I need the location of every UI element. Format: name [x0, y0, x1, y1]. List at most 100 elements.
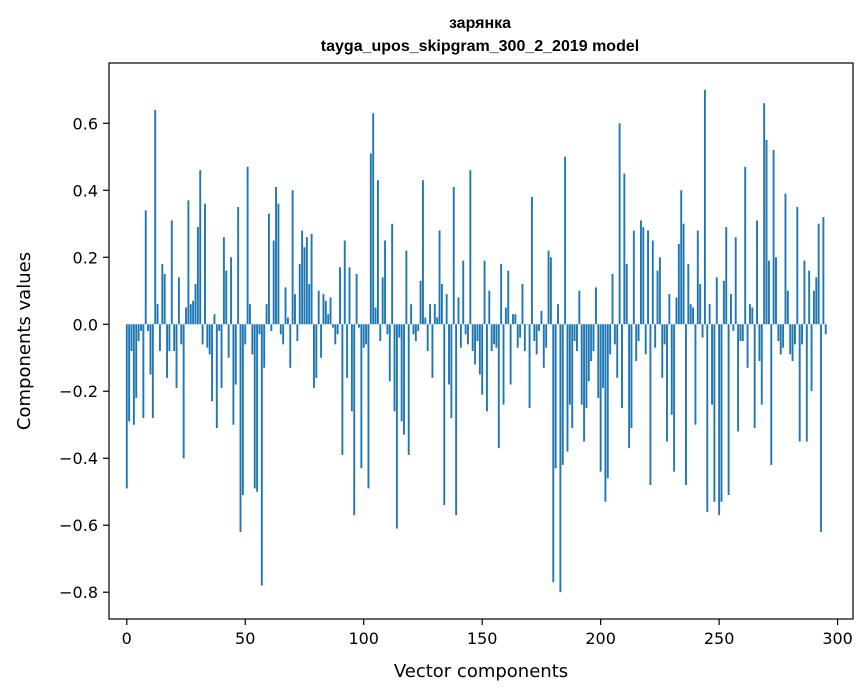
bar-133 — [440, 284, 443, 325]
bar-98 — [358, 324, 360, 328]
bar-182 — [557, 304, 559, 325]
bar-253 — [725, 227, 728, 325]
bar-7 — [142, 324, 145, 419]
bar-132 — [438, 230, 441, 325]
bar-35 — [208, 324, 211, 355]
bar-237 — [687, 263, 690, 325]
bar-138 — [452, 186, 455, 325]
bar-97 — [355, 274, 358, 325]
bar-109 — [384, 240, 386, 325]
bar-14 — [158, 324, 161, 352]
bar-289 — [810, 324, 813, 392]
bar-60 — [267, 213, 270, 325]
bar-51 — [246, 166, 249, 325]
bar-50 — [244, 324, 247, 345]
bar-152 — [485, 324, 488, 412]
bar-119 — [407, 324, 410, 455]
y-tick-label: −0.2 — [59, 382, 98, 401]
x-tick-label: 200 — [585, 629, 616, 648]
bar-223 — [654, 324, 657, 348]
bar-75 — [303, 247, 306, 325]
bar-254 — [727, 324, 730, 496]
bar-134 — [443, 324, 446, 506]
bar-224 — [656, 270, 659, 325]
bar-31 — [199, 170, 202, 325]
bar-136 — [448, 324, 450, 385]
y-axis-label: Components values — [14, 252, 35, 430]
bar-27 — [189, 304, 192, 325]
bar-110 — [386, 324, 389, 335]
bar-192 — [580, 324, 583, 405]
bar-198 — [594, 287, 597, 325]
bar-290 — [812, 290, 815, 325]
bar-257 — [734, 237, 737, 325]
bar-234 — [680, 190, 683, 325]
bar-232 — [675, 297, 678, 325]
bar-37 — [213, 314, 216, 325]
y-tick-label: −0.8 — [59, 583, 98, 602]
bar-228 — [666, 324, 668, 442]
bar-157 — [497, 324, 500, 449]
bar-80 — [315, 324, 318, 378]
bar-153 — [488, 290, 491, 325]
bar-53 — [251, 324, 254, 355]
bar-3 — [132, 324, 135, 425]
bar-94 — [348, 267, 351, 325]
bar-200 — [599, 324, 602, 472]
bar-64 — [277, 203, 280, 325]
bar-281 — [791, 324, 794, 362]
bar-176 — [542, 324, 545, 368]
bar-67 — [284, 287, 287, 325]
bar-156 — [495, 324, 498, 348]
bar-83 — [322, 294, 325, 325]
bar-217 — [639, 220, 642, 325]
bar-252 — [722, 280, 725, 325]
bar-180 — [552, 324, 555, 583]
bar-130 — [433, 304, 436, 325]
bar-103 — [369, 153, 372, 325]
bar-280 — [789, 324, 792, 355]
x-tick-label: 100 — [348, 629, 379, 648]
bar-233 — [677, 243, 680, 325]
bar-86 — [329, 297, 332, 325]
bar-25 — [185, 307, 187, 325]
bar-6 — [140, 324, 142, 331]
bar-137 — [450, 324, 453, 419]
bar-248 — [713, 324, 716, 502]
bar-28 — [192, 300, 195, 325]
bar-215 — [635, 324, 638, 362]
bar-258 — [737, 324, 740, 432]
bar-282 — [794, 324, 796, 345]
bar-219 — [644, 324, 647, 355]
bar-112 — [391, 223, 394, 325]
bar-191 — [578, 290, 581, 325]
bar-68 — [286, 317, 289, 325]
bar-206 — [613, 324, 616, 345]
bar-17 — [166, 324, 168, 378]
bar-216 — [637, 324, 640, 341]
bar-73 — [298, 263, 301, 325]
bar-72 — [296, 324, 299, 341]
bar-286 — [803, 260, 806, 325]
bar-1 — [128, 324, 131, 422]
bar-61 — [270, 324, 273, 331]
bar-65 — [279, 324, 282, 335]
bar-246 — [708, 304, 711, 325]
x-tick-label: 300 — [822, 629, 853, 648]
bar-115 — [398, 324, 401, 338]
bar-32 — [201, 324, 204, 345]
bar-55 — [256, 324, 259, 492]
bar-33 — [204, 203, 206, 325]
bar-38 — [215, 324, 218, 429]
bar-8 — [144, 210, 147, 325]
bar-274 — [775, 257, 777, 325]
bar-245 — [706, 324, 709, 512]
bar-39 — [218, 324, 221, 331]
bar-95 — [350, 324, 353, 412]
bar-227 — [663, 324, 666, 345]
bar-250 — [718, 324, 721, 516]
bar-74 — [301, 230, 304, 325]
bar-222 — [651, 240, 654, 325]
bar-259 — [739, 324, 742, 341]
bar-213 — [630, 324, 633, 429]
